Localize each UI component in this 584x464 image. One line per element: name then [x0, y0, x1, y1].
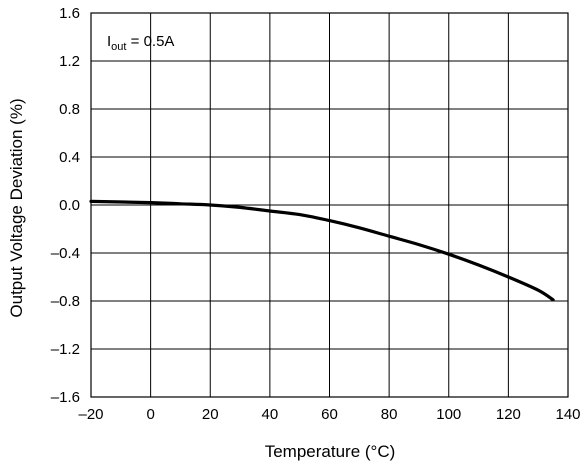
x-tick-label: 100	[436, 406, 461, 423]
x-tick-label: 40	[262, 406, 279, 423]
annotation-subscript: out	[111, 41, 126, 53]
x-axis: –20 0 20 40 60 80 100 120 140	[78, 406, 580, 423]
x-tick-label: 80	[381, 406, 398, 423]
x-tick-label: 120	[496, 406, 521, 423]
y-tick-label: –1.6	[51, 389, 80, 406]
plot-frame	[90, 12, 569, 398]
x-tick-label: 140	[555, 406, 580, 423]
annotation-label: Iout = 0.5A	[107, 33, 174, 53]
y-tick-label: –0.8	[51, 293, 80, 310]
x-tick-label: 0	[146, 406, 154, 423]
x-axis-title: Temperature (°C)	[265, 442, 396, 461]
annotation-main: I	[107, 33, 111, 50]
y-axis-title: Output Voltage Deviation (%)	[7, 98, 26, 317]
y-tick-label: –1.2	[51, 341, 80, 358]
y-tick-label: 0.8	[59, 101, 80, 118]
y-tick-label: 1.2	[59, 53, 80, 70]
y-tick-label: –0.4	[51, 245, 80, 262]
y-tick-label: 1.6	[59, 5, 80, 22]
grid-lines	[90, 12, 569, 398]
x-tick-label: 20	[202, 406, 219, 423]
series-line	[89, 199, 555, 302]
annotation-value: = 0.5A	[126, 33, 174, 50]
x-tick-label: –20	[78, 406, 103, 423]
series-layer	[89, 199, 555, 302]
y-axis: 1.6 1.2 0.8 0.4 0.0 –0.4 –0.8 –1.2 –1.6	[51, 5, 80, 406]
y-tick-label: 0.0	[59, 197, 80, 214]
y-tick-label: 0.4	[59, 149, 80, 166]
x-tick-label: 60	[321, 406, 338, 423]
